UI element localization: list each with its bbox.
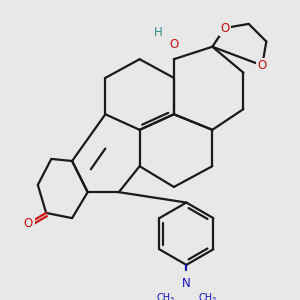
Text: CH₃: CH₃ [198, 293, 216, 300]
Text: O: O [169, 38, 178, 51]
Text: H: H [154, 26, 163, 39]
Text: O: O [24, 217, 33, 230]
Text: N: N [182, 277, 191, 290]
Text: O: O [258, 59, 267, 72]
Text: CH₃: CH₃ [157, 293, 175, 300]
Text: O: O [220, 22, 230, 34]
